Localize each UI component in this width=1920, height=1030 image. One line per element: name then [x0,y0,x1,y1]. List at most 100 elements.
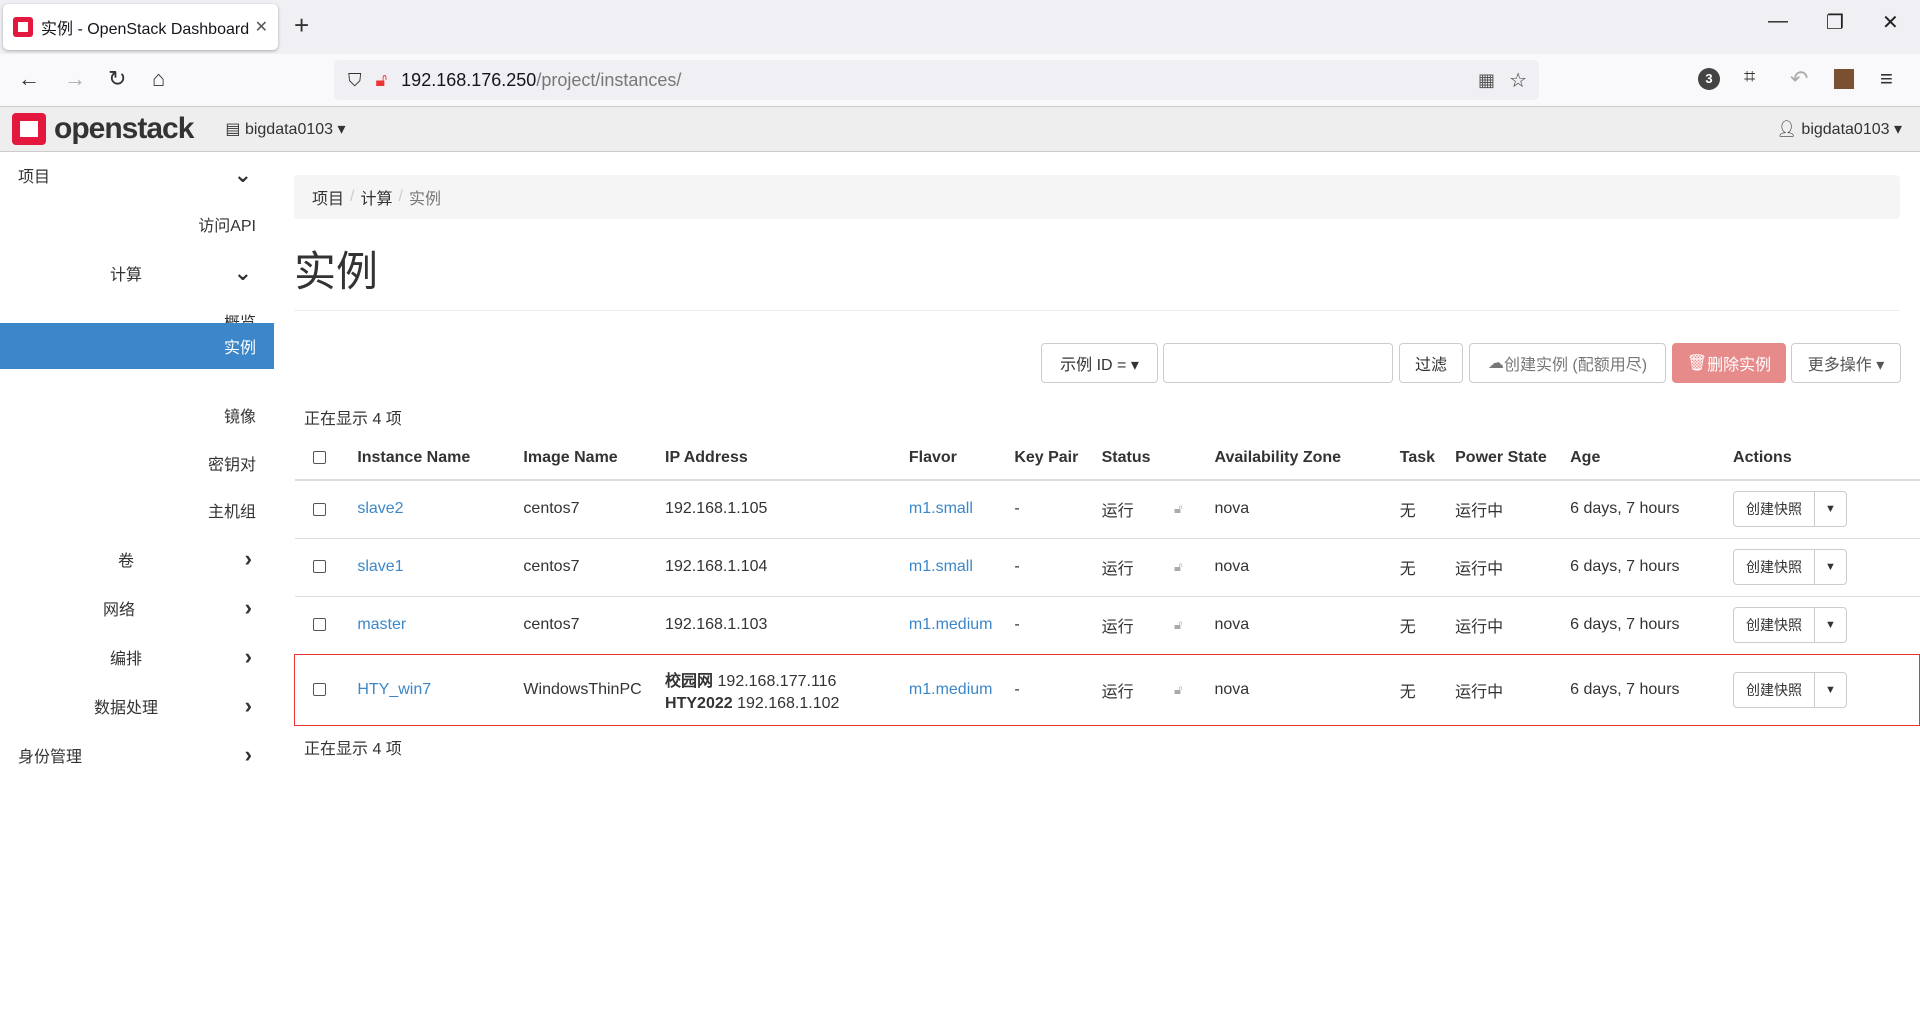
user-menu[interactable]: 👤︎ bigdata0103 ▾ [1776,121,1902,138]
ip-address: 192.168.177.116 [717,672,837,690]
flavor-link[interactable]: m1.medium [908,616,993,633]
row-actions: 创建快照 ▼ [1733,671,1847,708]
sidebar-item[interactable]: 网络 › [0,585,274,631]
menu-icon[interactable]: ≡ [1880,66,1893,91]
sidebar-item[interactable]: 身份管理 › [0,732,274,778]
column-header: Power State [1455,437,1571,481]
select-all-checkbox[interactable] [312,451,326,465]
url-host: 192.168.176.250 [401,69,537,90]
browser-tab[interactable]: 实例 - OpenStack Dashboard ✕ [3,4,278,50]
item-count: 正在显示 4 项 [304,411,402,428]
sidebar-item[interactable]: 数据处理 › [0,683,274,729]
instance-name-link[interactable]: slave1 [357,558,404,575]
flavor-link[interactable]: m1.small [908,558,973,575]
column-header: Age [1570,437,1734,481]
instance-name-link[interactable]: HTY_win7 [357,680,432,698]
page-title: 实例 [294,248,379,295]
create-snapshot-button[interactable]: 创建快照 [1746,617,1803,633]
sidebar-item[interactable]: 编排 › [0,634,274,680]
sidebar-item[interactable]: 密钥对 [0,440,274,486]
forward-icon[interactable]: → [64,66,86,91]
sidebar-item[interactable]: 访问API [0,201,274,247]
undo-icon[interactable]: ↶ [1790,66,1809,91]
chevron-down-icon: ⌄ [233,260,252,285]
delete-instances-label: 删除实例 [1707,357,1772,374]
create-snapshot-button[interactable]: 创建快照 [1746,681,1803,698]
user-icon: 👤︎ [1776,121,1802,138]
address-bar[interactable]: ⛉ 🔓︎ 192.168.176.250/project/instances/ … [334,60,1539,100]
back-icon[interactable]: ← [18,66,40,91]
project-selector[interactable]: ▤ bigdata0103 ▾ [225,121,346,138]
sidebar-item-label: 编排 [110,651,143,668]
actions-dropdown-icon[interactable]: ▼ [1814,492,1846,527]
row-checkbox[interactable] [312,502,326,516]
close-window-icon[interactable]: ✕ [1882,12,1899,34]
openstack-logo-icon [12,113,46,145]
profile-avatar[interactable] [1834,69,1854,89]
row-checkbox[interactable] [312,560,326,574]
age: 6 days, 7 hours [1570,653,1734,726]
openstack-logo[interactable]: openstack [12,112,194,146]
breadcrumb-project[interactable]: 项目 [312,191,345,208]
row-checkbox[interactable] [313,682,326,696]
column-header: IP Address [665,437,909,481]
status: 运行 [1101,537,1175,596]
create-snapshot-button[interactable]: 创建快照 [1746,559,1803,575]
new-tab-icon[interactable]: + [294,10,310,40]
sidebar-item[interactable]: 镜像 [0,392,274,438]
minimize-icon[interactable]: — [1768,10,1788,32]
row-checkbox[interactable] [312,618,326,632]
key-pair: - [1014,537,1102,596]
delete-instances-button[interactable]: 🗑︎ 删除实例 [1672,343,1786,383]
actions-dropdown-icon[interactable]: ▼ [1814,672,1846,707]
sidebar-item-label: 身份管理 [18,749,83,766]
sidebar-item[interactable]: 主机组 [0,487,274,533]
shield-icon: ⛉ [348,69,362,90]
image-name: centos7 [523,479,666,538]
crop-icon[interactable]: ⌗ [1744,66,1756,88]
filter-field-select[interactable]: 示例 ID = ▾ [1041,343,1158,383]
instance-name-link[interactable]: master [357,616,407,633]
table-row: HTY_win7 WindowsThinPC 校园网 192.168.177.1… [294,653,1920,726]
power-state: 运行中 [1455,653,1571,726]
close-tab-icon[interactable]: ✕ [254,19,268,36]
restore-icon[interactable]: ❐ [1826,12,1844,34]
flavor-link[interactable]: m1.medium [908,680,993,698]
bookmark-star-icon[interactable]: ☆ [1509,69,1527,92]
ip-address: 192.168.1.105 [665,500,768,518]
create-snapshot-button[interactable]: 创建快照 [1746,501,1803,518]
age: 6 days, 7 hours [1570,595,1734,654]
actions-dropdown-icon[interactable]: ▼ [1814,608,1846,642]
column-header: Task [1399,437,1456,481]
availability-zone: nova [1214,653,1400,726]
sidebar-item-label: 数据处理 [94,700,159,717]
filter-button[interactable]: 过滤 [1399,343,1463,383]
actions-dropdown-icon[interactable]: ▼ [1814,550,1846,584]
more-actions-button[interactable]: 更多操作 ▾ [1791,343,1901,383]
sidebar-item-label: 镜像 [223,409,256,426]
key-pair: - [1014,653,1102,726]
chevron-right-icon: › [244,644,252,669]
qr-code-icon[interactable]: ▦ [1477,69,1495,90]
extension-badge-icon[interactable]: 3 [1698,68,1720,90]
sidebar-item[interactable]: 项目 ⌄ [0,152,274,198]
create-instance-button[interactable]: ☁︎ 创建实例 (配额用尽) [1469,343,1666,383]
chevron-down-icon: ⌄ [233,162,252,187]
sidebar-item[interactable]: 计算 ⌄ [0,250,274,296]
divider [294,310,1900,311]
availability-zone: nova [1214,595,1400,654]
breadcrumb-compute[interactable]: 计算 [360,191,393,208]
sidebar-item-label: 网络 [103,602,136,619]
task: 无 [1399,653,1456,726]
chevron-right-icon: › [244,693,252,718]
sidebar-item[interactable]: 卷 › [0,536,274,582]
sidebar-item[interactable]: 实例 [0,323,274,369]
filter-input[interactable] [1163,343,1393,383]
instance-name-link[interactable]: slave2 [357,500,404,518]
reload-icon[interactable]: ↻ [108,66,127,91]
trash-icon: 🗑︎ [1686,355,1708,372]
chevron-right-icon: › [244,546,252,571]
flavor-link[interactable]: m1.small [908,500,973,518]
home-icon[interactable]: ⌂ [152,66,166,91]
item-count-footer: 正在显示 4 项 [304,741,402,758]
